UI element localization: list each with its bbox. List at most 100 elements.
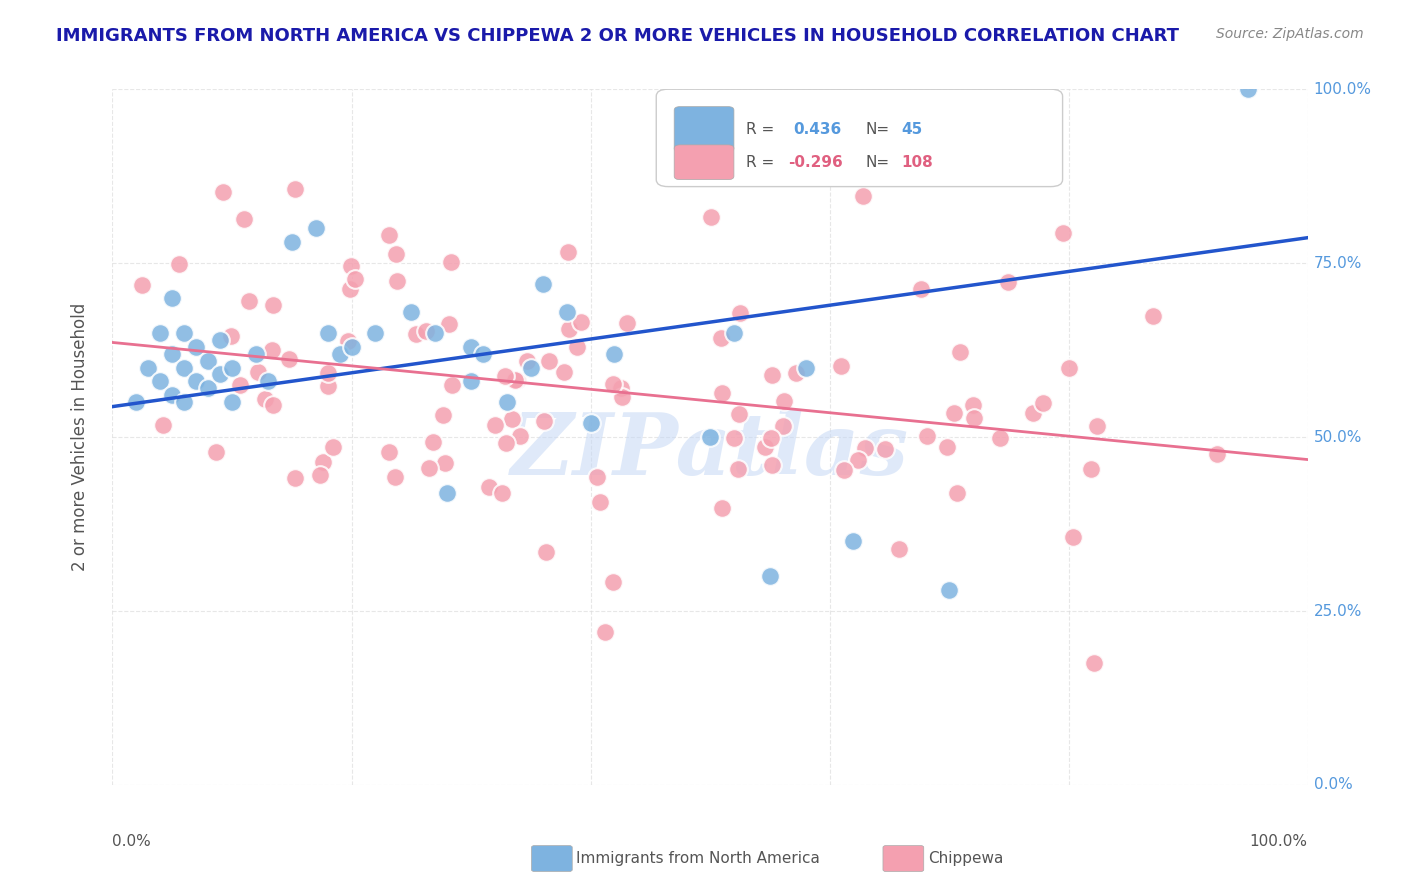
Point: [253, 392, 276, 407]
Point: [938, 583, 960, 598]
Point: [761, 368, 783, 382]
Point: [131, 277, 153, 292]
Point: [842, 534, 865, 549]
Point: [699, 430, 721, 444]
Point: [197, 353, 219, 368]
Text: IMMIGRANTS FROM NORTH AMERICA VS CHIPPEWA 2 OR MORE VEHICLES IN HOUSEHOLD CORREL: IMMIGRANTS FROM NORTH AMERICA VS CHIPPEW…: [56, 27, 1180, 45]
Text: 0.0%: 0.0%: [1313, 778, 1353, 792]
Point: [401, 305, 423, 319]
Point: [887, 542, 910, 557]
Text: N=: N=: [866, 154, 890, 169]
Point: [949, 344, 972, 359]
Point: [344, 272, 367, 286]
Point: [245, 346, 267, 360]
Point: [339, 260, 361, 274]
Point: [186, 375, 208, 389]
Point: [384, 470, 406, 484]
Text: 45: 45: [901, 122, 922, 137]
Point: [491, 485, 513, 500]
Point: [509, 429, 531, 443]
Text: 0.0%: 0.0%: [112, 834, 152, 848]
Point: [873, 442, 896, 457]
Point: [565, 340, 588, 354]
Point: [557, 244, 579, 259]
Point: [557, 322, 579, 336]
Point: [433, 456, 456, 470]
Point: [534, 545, 557, 559]
Point: [262, 298, 284, 312]
Point: [943, 406, 966, 420]
Point: [506, 373, 529, 387]
Point: [415, 324, 437, 338]
Point: [569, 315, 592, 329]
Point: [385, 274, 408, 288]
Point: [727, 461, 749, 475]
Point: [710, 331, 733, 345]
Point: [219, 329, 242, 343]
Point: [772, 393, 794, 408]
Point: [340, 340, 363, 354]
Text: Chippewa: Chippewa: [928, 851, 1004, 865]
Point: [209, 368, 232, 382]
Point: [322, 441, 344, 455]
Point: [579, 416, 602, 430]
Text: Source: ZipAtlas.com: Source: ZipAtlas.com: [1216, 27, 1364, 41]
Point: [759, 569, 782, 583]
Point: [1032, 395, 1054, 409]
Point: [422, 435, 444, 450]
Point: [945, 486, 967, 500]
Point: [173, 326, 195, 340]
Point: [555, 305, 578, 319]
Point: [711, 500, 734, 515]
Point: [1080, 461, 1102, 475]
Point: [229, 378, 252, 392]
Y-axis label: 2 or more Vehicles in Household: 2 or more Vehicles in Household: [70, 303, 89, 571]
Point: [589, 495, 612, 509]
Text: R =: R =: [747, 154, 775, 169]
Text: 100.0%: 100.0%: [1250, 834, 1308, 848]
Point: [277, 351, 299, 366]
Point: [754, 441, 776, 455]
Point: [496, 395, 519, 409]
Point: [494, 369, 516, 384]
Point: [257, 375, 280, 389]
Point: [585, 469, 607, 483]
Point: [537, 353, 560, 368]
Point: [1083, 656, 1105, 670]
Point: [162, 291, 183, 305]
Point: [460, 340, 482, 354]
Point: [377, 227, 399, 242]
Point: [602, 377, 624, 392]
Point: [221, 395, 243, 409]
Point: [830, 359, 852, 374]
Point: [962, 398, 984, 412]
Point: [149, 326, 172, 340]
Point: [910, 282, 932, 296]
Point: [846, 452, 869, 467]
Point: [484, 418, 506, 433]
Point: [316, 366, 339, 380]
Point: [460, 375, 482, 389]
Point: [125, 395, 148, 409]
Text: 75.0%: 75.0%: [1313, 256, 1362, 270]
Point: [209, 333, 232, 347]
Point: [262, 398, 284, 412]
Point: [853, 441, 876, 455]
Point: [516, 354, 538, 368]
Point: [436, 485, 458, 500]
Point: [759, 431, 782, 445]
FancyBboxPatch shape: [675, 106, 734, 152]
Text: N=: N=: [866, 122, 890, 137]
Text: -0.296: -0.296: [787, 154, 842, 169]
Point: [503, 373, 526, 387]
Point: [610, 380, 633, 394]
Point: [1021, 406, 1043, 420]
Point: [437, 317, 460, 331]
Point: [1085, 419, 1108, 434]
Point: [197, 381, 219, 395]
Point: [761, 458, 783, 472]
Point: [495, 436, 517, 450]
Point: [238, 294, 260, 309]
Point: [336, 334, 359, 348]
Text: 50.0%: 50.0%: [1313, 430, 1362, 444]
